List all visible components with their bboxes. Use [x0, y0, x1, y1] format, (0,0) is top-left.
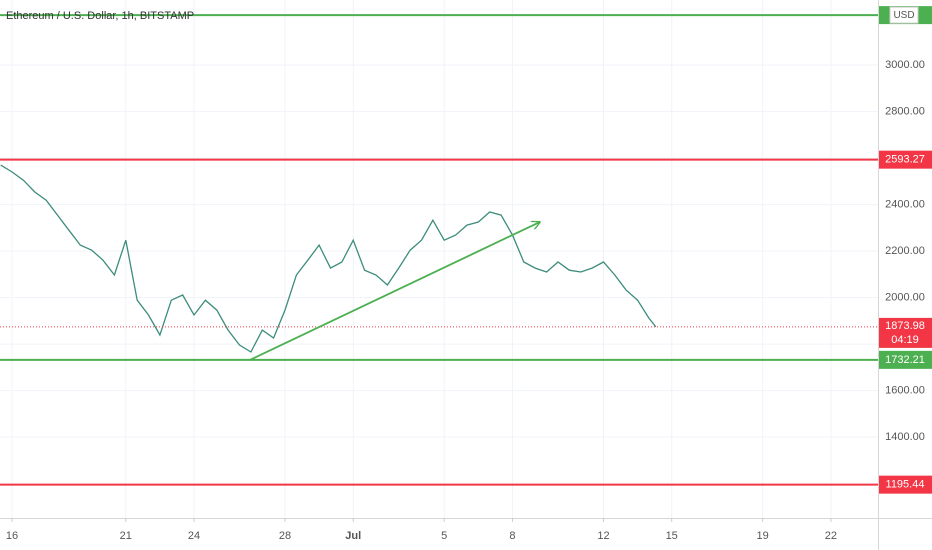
x-tick-label: 8 [509, 530, 515, 542]
last-price-label: 1873.98 [885, 320, 925, 332]
y-tick-label: 2400.00 [885, 199, 925, 211]
y-tick-label: 2200.00 [885, 245, 925, 257]
price-tag [879, 150, 932, 169]
x-tick-label: 12 [597, 530, 609, 542]
price-line [0, 164, 657, 353]
y-tick-label: 1600.00 [885, 384, 925, 396]
price-tag-label: 1195.44 [886, 479, 925, 491]
y-tick-label: 1400.00 [885, 431, 925, 443]
price-tag-label: 2593.27 [885, 154, 925, 166]
price-tag-label: 1732.21 [885, 354, 925, 366]
y-tick-label: 3000.00 [885, 59, 925, 71]
x-tick-label: Jul [345, 530, 361, 542]
countdown-label: 04:19 [891, 334, 919, 346]
price-tag [879, 350, 932, 369]
trend-arrow [249, 222, 540, 361]
chart-title: Ethereum / U.S. Dollar, 1h, BITSTAMP [6, 10, 194, 22]
price-tag [879, 475, 932, 494]
x-tick-label: 21 [120, 530, 132, 542]
currency-badge [889, 6, 919, 24]
x-tick-label: 24 [188, 530, 200, 542]
x-tick-label: 19 [757, 530, 769, 542]
x-tick-label: 5 [441, 530, 447, 542]
y-tick-label: 2000.00 [885, 292, 925, 304]
x-tick-label: 28 [279, 530, 291, 542]
x-tick-label: 16 [6, 530, 18, 542]
x-tick-label: 15 [666, 530, 678, 542]
x-tick-label: 22 [825, 530, 837, 542]
y-tick-label: 2800.00 [885, 106, 925, 118]
last-price-tag [879, 317, 932, 348]
currency-label: USD [893, 10, 914, 21]
